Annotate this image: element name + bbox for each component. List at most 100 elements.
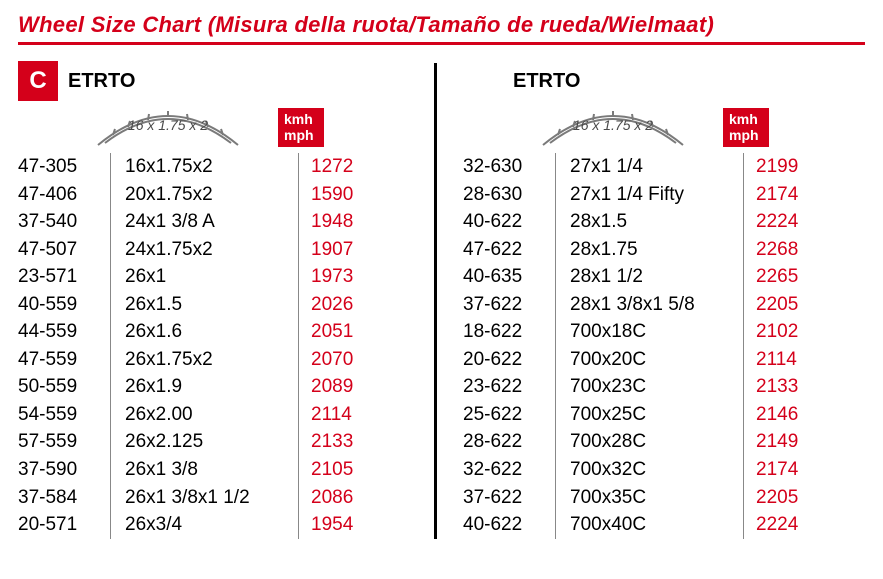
etrto-cell: 47-559 xyxy=(18,346,110,374)
table-row: 47-55926x1.75x22070 xyxy=(18,346,420,374)
value-cell: 2174 xyxy=(743,456,813,484)
table-row: 44-55926x1.62051 xyxy=(18,318,420,346)
size-cell: 26x1.9 xyxy=(110,373,298,401)
value-cell: 2114 xyxy=(298,401,368,429)
table-row: 28-63027x1 1/4 Fifty2174 xyxy=(463,181,865,209)
size-cell: 26x1.5 xyxy=(110,291,298,319)
table-row: 37-58426x1 3/8x1 1/22086 xyxy=(18,484,420,512)
size-cell: 700x23C xyxy=(555,373,743,401)
etrto-cell: 50-559 xyxy=(18,373,110,401)
table-row: 50-55926x1.92089 xyxy=(18,373,420,401)
etrto-cell: 47-622 xyxy=(463,236,555,264)
etrto-cell: 47-507 xyxy=(18,236,110,264)
kmh-line2: mph xyxy=(729,128,763,143)
etrto-cell: 37-622 xyxy=(463,291,555,319)
value-cell: 2089 xyxy=(298,373,368,401)
value-cell: 1948 xyxy=(298,208,368,236)
size-cell: 26x1 3/8 xyxy=(110,456,298,484)
value-cell: 2133 xyxy=(743,373,813,401)
etrto-label-right: ETRTO xyxy=(513,70,580,93)
etrto-cell: 40-559 xyxy=(18,291,110,319)
value-cell: 2174 xyxy=(743,181,813,209)
value-cell: 2102 xyxy=(743,318,813,346)
table-row: 37-54024x1 3/8 A1948 xyxy=(18,208,420,236)
table-row: 18-622700x18C2102 xyxy=(463,318,865,346)
size-cell: 28x1.5 xyxy=(555,208,743,236)
page-title: Wheel Size Chart (Misura della ruota/Tam… xyxy=(18,12,865,45)
right-column: ETRTO 16 x 1.75 x 2 xyxy=(434,63,865,539)
etrto-cell: 23-622 xyxy=(463,373,555,401)
etrto-cell: 28-630 xyxy=(463,181,555,209)
value-cell: 2105 xyxy=(298,456,368,484)
value-cell: 2224 xyxy=(743,511,813,539)
etrto-cell: 47-406 xyxy=(18,181,110,209)
size-cell: 26x1.75x2 xyxy=(110,346,298,374)
table-row: 47-40620x1.75x21590 xyxy=(18,181,420,209)
tire-text: 16 x 1.75 x 2 xyxy=(93,117,243,133)
value-cell: 1907 xyxy=(298,236,368,264)
table-row: 37-62228x1 3/8x1 5/82205 xyxy=(463,291,865,319)
table-row: 47-50724x1.75x21907 xyxy=(18,236,420,264)
value-cell: 2268 xyxy=(743,236,813,264)
value-cell: 2070 xyxy=(298,346,368,374)
etrto-cell: 37-622 xyxy=(463,484,555,512)
kmh-badge-left: kmh mph xyxy=(278,108,324,147)
table-row: 40-62228x1.52224 xyxy=(463,208,865,236)
kmh-line2: mph xyxy=(284,128,318,143)
tire-icon: 16 x 1.75 x 2 xyxy=(538,107,688,147)
size-cell: 26x1 3/8x1 1/2 xyxy=(110,484,298,512)
etrto-cell: 20-571 xyxy=(18,511,110,539)
table-left: 47-30516x1.75x2127247-40620x1.75x2159037… xyxy=(18,153,420,539)
size-cell: 700x18C xyxy=(555,318,743,346)
size-cell: 27x1 1/4 Fifty xyxy=(555,181,743,209)
header-row-left: 16 x 1.75 x 2 kmh mph xyxy=(18,107,420,147)
etrto-cell: 37-540 xyxy=(18,208,110,236)
size-cell: 28x1.75 xyxy=(555,236,743,264)
size-cell: 26x3/4 xyxy=(110,511,298,539)
kmh-line1: kmh xyxy=(284,112,318,127)
table-row: 47-30516x1.75x21272 xyxy=(18,153,420,181)
value-cell: 2133 xyxy=(298,428,368,456)
size-cell: 700x40C xyxy=(555,511,743,539)
value-cell: 2265 xyxy=(743,263,813,291)
size-cell: 24x1.75x2 xyxy=(110,236,298,264)
etrto-cell: 40-622 xyxy=(463,511,555,539)
table-row: 37-622700x35C2205 xyxy=(463,484,865,512)
etrto-cell: 54-559 xyxy=(18,401,110,429)
size-cell: 26x1.6 xyxy=(110,318,298,346)
table-row: 40-63528x1 1/22265 xyxy=(463,263,865,291)
etrto-cell: 40-635 xyxy=(463,263,555,291)
size-cell: 24x1 3/8 A xyxy=(110,208,298,236)
etrto-cell: 32-630 xyxy=(463,153,555,181)
table-row: 25-622700x25C2146 xyxy=(463,401,865,429)
value-cell: 2149 xyxy=(743,428,813,456)
value-cell: 2199 xyxy=(743,153,813,181)
columns: C ETRTO 16 x 1.75 x 2 xyxy=(18,63,865,539)
left-column: C ETRTO 16 x 1.75 x 2 xyxy=(18,63,434,539)
size-cell: 16x1.75x2 xyxy=(110,153,298,181)
size-cell: 700x20C xyxy=(555,346,743,374)
etrto-cell: 37-584 xyxy=(18,484,110,512)
value-cell: 2146 xyxy=(743,401,813,429)
etrto-cell: 37-590 xyxy=(18,456,110,484)
size-cell: 700x28C xyxy=(555,428,743,456)
value-cell: 1973 xyxy=(298,263,368,291)
kmh-badge-right: kmh mph xyxy=(723,108,769,147)
etrto-cell: 23-571 xyxy=(18,263,110,291)
etrto-cell: 28-622 xyxy=(463,428,555,456)
value-cell: 2205 xyxy=(743,291,813,319)
tire-text: 16 x 1.75 x 2 xyxy=(538,117,688,133)
table-row: 40-622700x40C2224 xyxy=(463,511,865,539)
value-cell: 2026 xyxy=(298,291,368,319)
table-row: 23-622700x23C2133 xyxy=(463,373,865,401)
size-cell: 26x2.125 xyxy=(110,428,298,456)
etrto-cell: 20-622 xyxy=(463,346,555,374)
etrto-cell: 57-559 xyxy=(18,428,110,456)
size-cell: 28x1 1/2 xyxy=(555,263,743,291)
size-cell: 700x35C xyxy=(555,484,743,512)
table-row: 23-57126x11973 xyxy=(18,263,420,291)
table-row: 40-55926x1.52026 xyxy=(18,291,420,319)
table-row: 20-622700x20C2114 xyxy=(463,346,865,374)
size-cell: 26x1 xyxy=(110,263,298,291)
etrto-cell: 18-622 xyxy=(463,318,555,346)
